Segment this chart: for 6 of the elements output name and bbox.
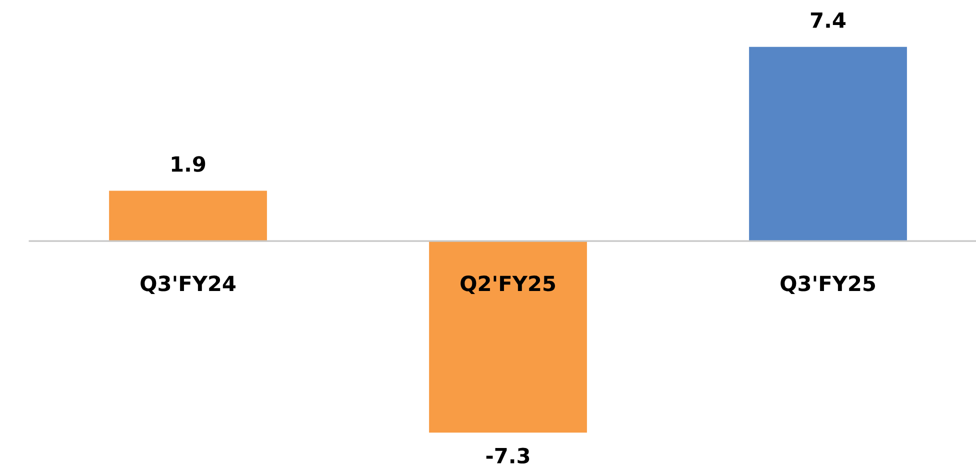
data-label: 1.9 bbox=[172, 156, 206, 172]
data-label: -7.3 bbox=[486, 448, 530, 464]
x-tick-label: Q3'FY25 bbox=[780, 276, 875, 294]
x-tick-label: Q2'FY25 bbox=[460, 276, 555, 294]
x-tick-label: Q3'FY24 bbox=[140, 276, 236, 294]
data-label: 7.4 bbox=[810, 12, 846, 28]
